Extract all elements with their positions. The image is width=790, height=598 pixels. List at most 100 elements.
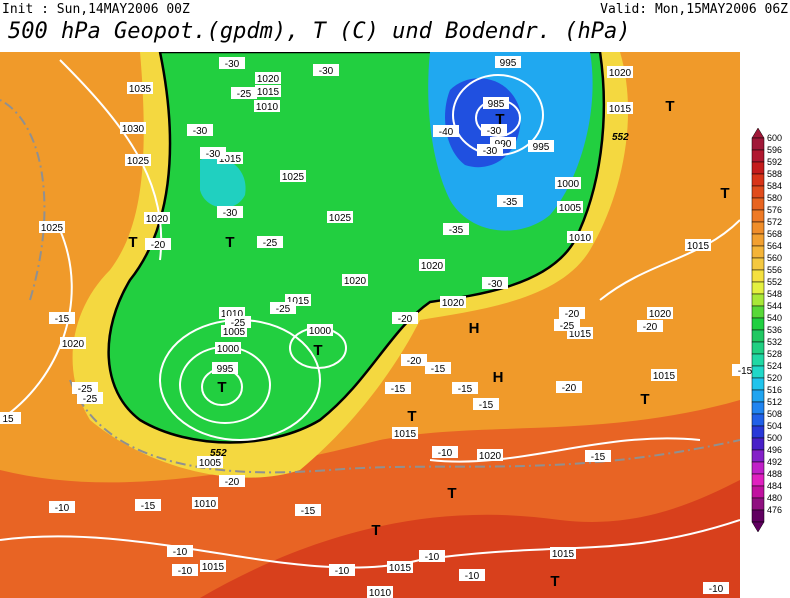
colorbar-label: 528 [767,349,782,359]
colorbar-cell [751,353,765,367]
temperature-label-box [231,87,257,99]
temperature-label: -30 [319,66,334,77]
isobar-label: 1020 [609,68,632,79]
isobar-label: 985 [488,99,505,110]
isobar-label-box [60,337,86,349]
isobar-label: 990 [495,139,512,150]
temperature-label: -10 [178,566,193,577]
temperature-label: -20 [151,240,166,251]
colorbar-cell [751,473,765,487]
colorbar-label: 552 [767,277,782,287]
isobar-label: 1015 [394,429,417,440]
temperature-label: -25 [276,304,291,315]
temperature-label: -25 [78,384,93,395]
temperature-label-box [585,450,611,462]
pressure-center: T [720,185,729,202]
isobar-label-box [440,296,466,308]
pressure-center: T [225,234,234,251]
colorbar-cell [751,317,765,331]
isobar-label: 1000 [309,326,332,337]
isobar-label-box [550,547,576,559]
colorbar-cell [751,401,765,415]
colorbar-label: 592 [767,157,782,167]
colorbar-cell [751,389,765,403]
colorbar-label: 556 [767,265,782,275]
colorbar-cell [751,329,765,343]
colorbar-bottom [751,521,765,533]
isobar-label: 1025 [127,156,150,167]
colorbar-label: 596 [767,145,782,155]
temperature-label-box [477,144,503,156]
temperature-label-box [135,499,161,511]
colorbar-cell [751,485,765,499]
temperature-label-box [401,354,427,366]
colorbar-cell [751,461,765,475]
temperature-label: -10 [173,547,188,558]
map: 1035 1030 1025 1020 1025 1020 1020 1015 1010 1015… [0,52,758,598]
isobar-label-box [685,239,711,251]
colorbar-label: 572 [767,217,782,227]
temperature-label: -15 [738,366,753,377]
colorbar-top [751,127,765,139]
isobar-label-box [327,211,353,223]
temperature-label: -25 [263,238,278,249]
temperature-label: -15 [55,314,70,325]
colorbar-cell [751,425,765,439]
isobar-label-box [528,140,554,152]
colorbar-cell [751,257,765,271]
isobar-label-box [144,212,170,224]
colorbar-cell [751,497,765,511]
temperature-label: -30 [225,59,240,70]
colorbar-cell [751,173,765,187]
pressure-center: H [469,320,480,337]
temperature-label: -30 [488,279,503,290]
colorbar-cell [751,413,765,427]
isobar-label-box [392,427,418,439]
isobar-label: 1025 [329,213,352,224]
temperature-label: -30 [206,149,221,160]
temperature-label-box [145,238,171,250]
temperature-label-box [77,392,103,404]
isobar-label: 1025 [41,223,64,234]
temperature-label-box [556,381,582,393]
isobar-label: 1015 [257,87,280,98]
isobar-label: 1010 [221,309,244,320]
temperature-label-box [554,319,580,331]
colorbar-label: 536 [767,325,782,335]
isobar-label-box [215,342,241,354]
temperature-label-box [270,302,296,314]
temperature-label-box [419,550,445,562]
colorbar-label: 496 [767,445,782,455]
temperature-label-box [219,475,245,487]
isobar-label-box [254,100,280,112]
pressure-center: T [407,408,416,425]
isobar-label: 1010 [569,233,592,244]
colorbar-cell [751,197,765,211]
temperature-label: -15 [141,501,156,512]
colorbar-cell [751,341,765,355]
isobar-label-box [651,369,677,381]
isobar-label: 1020 [479,451,502,462]
temperature-label: -20 [643,322,658,333]
colorbar-label: 512 [767,397,782,407]
colorbar-cell [751,293,765,307]
temperature-label: -10 [335,566,350,577]
colorbar-cell [751,269,765,283]
isobar-label-box [495,56,521,68]
isobar-label: 1010 [194,499,217,510]
isobar-label-box [557,201,583,213]
temperature-label-box [217,206,243,218]
isobar-label-box [607,102,633,114]
colorbar-label: 588 [767,169,782,179]
temperature-label: -15 [591,452,606,463]
temperature-label: -25 [231,318,246,329]
temperature-label: -25 [237,89,252,100]
temperature-label-box [432,446,458,458]
isobar-label-box [647,307,673,319]
temperature-label-box [187,124,213,136]
temperature-label-box [443,223,469,235]
isobar-label: 995 [217,364,234,375]
temperature-label: -15 [391,384,406,395]
colorbar-label: 476 [767,505,782,515]
temperature-label-box [459,569,485,581]
